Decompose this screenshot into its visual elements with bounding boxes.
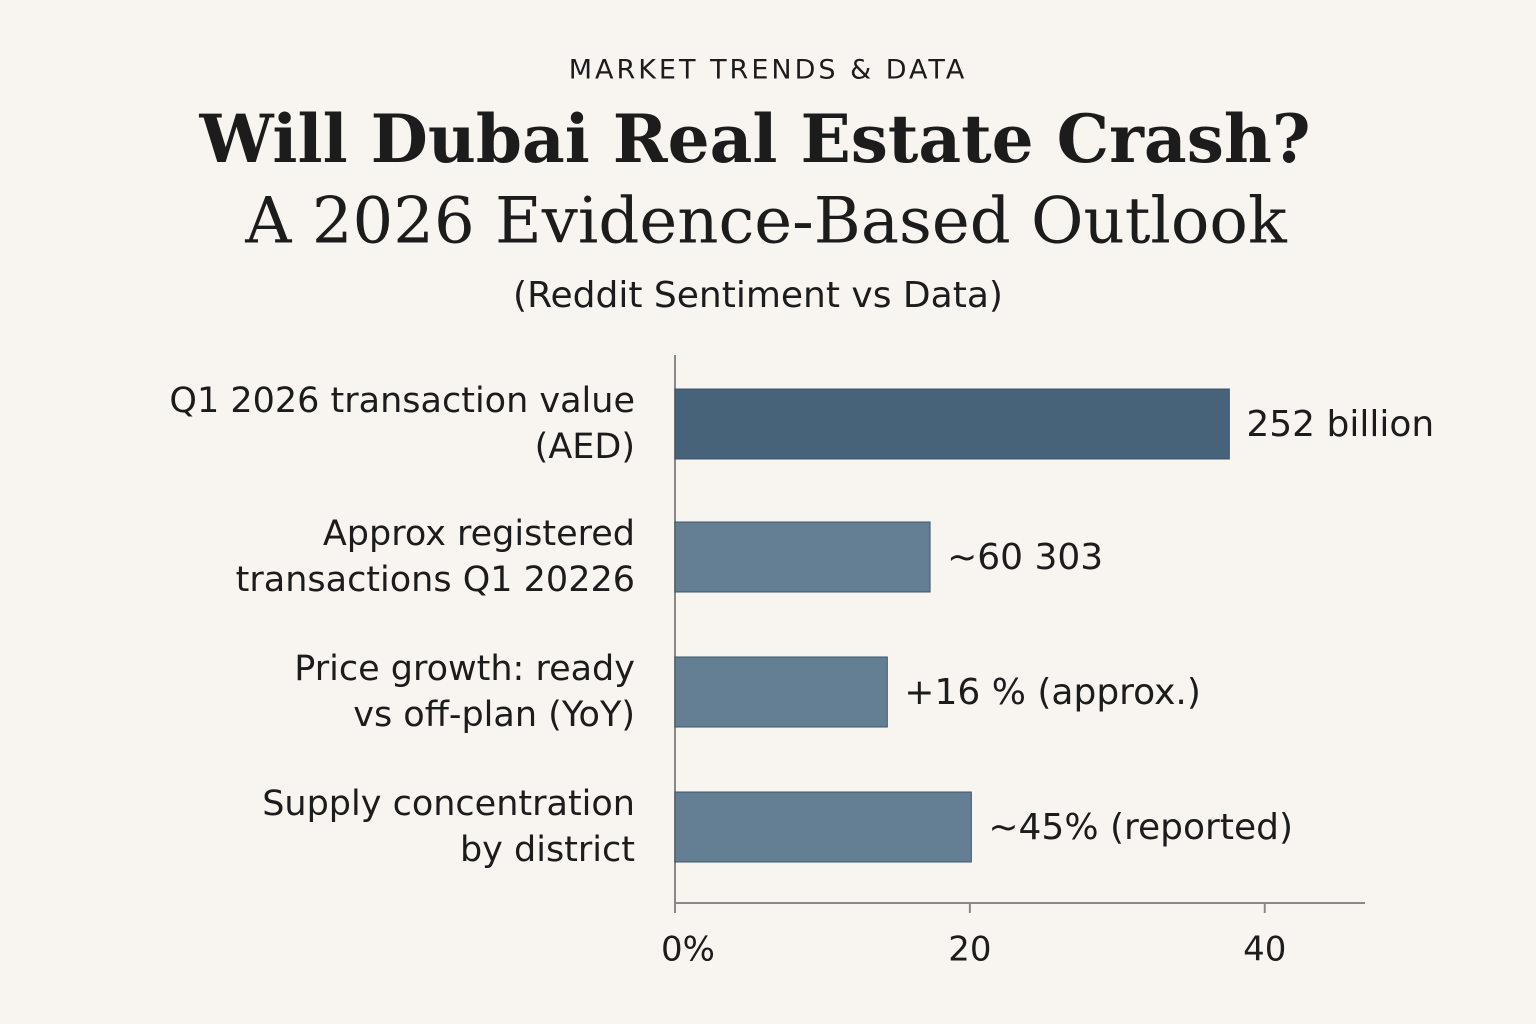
- y-tick-label: Q1 2026 transaction value (AED): [169, 381, 635, 467]
- chart-title: Will Dubai Real Estate Crash?: [198, 100, 1310, 178]
- y-tick-label: Supply concentration by district: [262, 784, 635, 870]
- x-tick-label: 20: [948, 930, 991, 970]
- x-tick-label: 40: [1243, 930, 1286, 970]
- bar: [674, 791, 972, 863]
- bar: [674, 656, 888, 728]
- bar: [674, 521, 931, 593]
- x-tick-label: 0%: [661, 930, 715, 970]
- chart-title-line2: A 2026 Evidence-Based Outlook: [244, 185, 1288, 259]
- value-label: 252 billion: [1246, 404, 1434, 445]
- value-label: +16 % (approx.): [904, 672, 1201, 713]
- value-label: ~60 303: [947, 537, 1103, 578]
- chart-subtitle: (Reddit Sentiment vs Data): [513, 275, 1003, 316]
- bar: [674, 388, 1230, 460]
- y-tick-label: Price growth: ready vs off-plan (YoY): [294, 649, 635, 735]
- value-label: ~45% (reported): [988, 807, 1293, 848]
- kicker: MARKET TRENDS & DATA: [569, 55, 968, 86]
- y-tick-label: Approx registered transactions Q1 20226: [235, 514, 635, 600]
